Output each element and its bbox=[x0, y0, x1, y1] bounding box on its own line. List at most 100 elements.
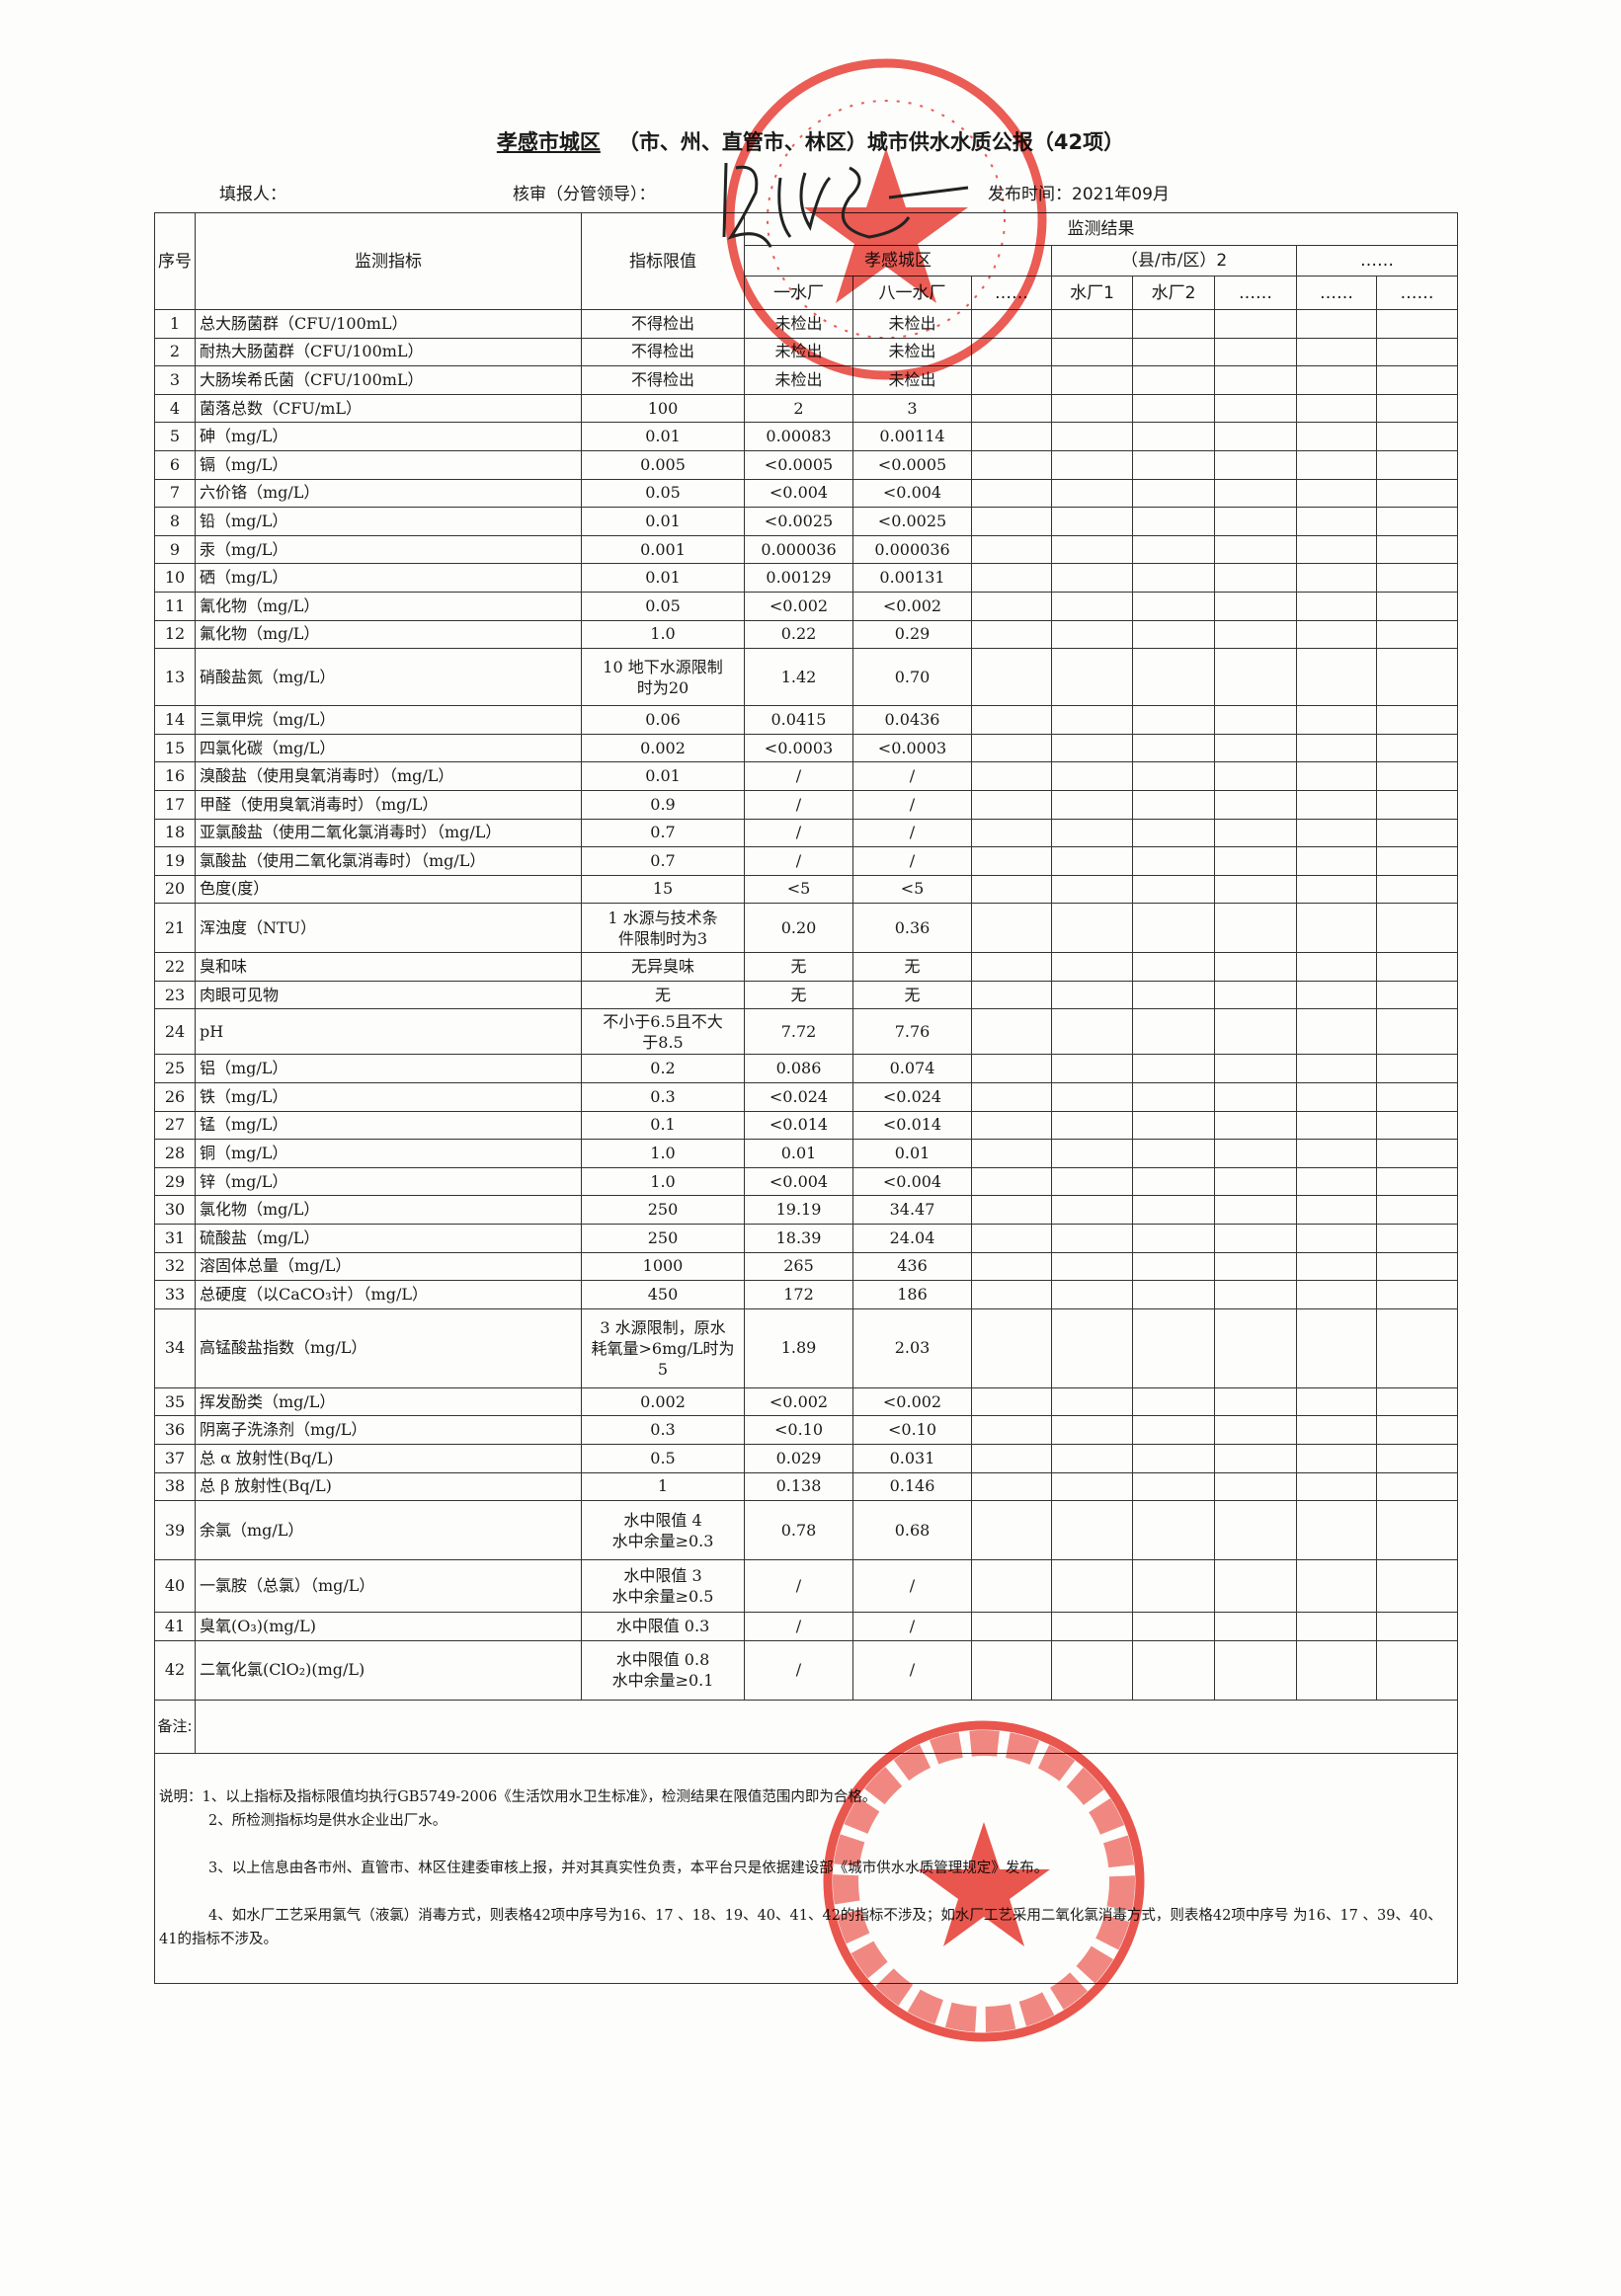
row-result-empty bbox=[1132, 952, 1215, 982]
row-result-plant1: 18.39 bbox=[744, 1224, 853, 1253]
table-row: 17 甲醛（使用臭氧消毒时）（mg/L） 0.9// bbox=[154, 789, 1458, 820]
row-result-plant1: 0.138 bbox=[744, 1471, 853, 1502]
row-limit: 450 bbox=[581, 1280, 745, 1309]
row-result-empty bbox=[1296, 1471, 1377, 1502]
row-result-empty bbox=[1376, 563, 1458, 593]
table-row: 22 臭和味 无异臭味无无 bbox=[154, 952, 1458, 982]
row-no: 40 bbox=[154, 1559, 196, 1614]
header-plant: 八一水厂 bbox=[852, 276, 972, 310]
row-result-empty bbox=[1376, 1110, 1458, 1141]
row-result-plant2: 0.031 bbox=[852, 1444, 972, 1473]
row-result-plant1: 1.42 bbox=[744, 648, 853, 707]
row-result-plant1: 0.00083 bbox=[744, 422, 853, 451]
row-result-empty bbox=[1376, 1008, 1458, 1056]
row-result-empty bbox=[1051, 1224, 1133, 1253]
row-result-plant1: 2 bbox=[744, 393, 853, 424]
row-result-empty bbox=[1051, 952, 1133, 982]
row-no: 1 bbox=[154, 309, 196, 339]
row-result-empty bbox=[1051, 648, 1133, 707]
row-no: 12 bbox=[154, 619, 196, 650]
header-plant: …… bbox=[1214, 276, 1297, 310]
row-result-empty bbox=[1376, 1471, 1458, 1502]
row-limit: 3 水源限制，原水 耗氧量>6mg/L时为 5 bbox=[581, 1307, 745, 1388]
row-limit: 0.05 bbox=[581, 591, 745, 621]
row-result-plant2: 186 bbox=[852, 1280, 972, 1309]
row-result-plant1: / bbox=[744, 1559, 853, 1614]
row-result-empty bbox=[1132, 1224, 1215, 1253]
notes: 说明：1、以上指标及指标限值均执行GB5749-2006《生活饮用水卫生标准》，… bbox=[154, 1752, 1458, 1984]
row-indicator: pH bbox=[195, 1008, 582, 1056]
table-row: 33 总硬度（以CaCO₃计）（mg/L） 450 172 186 bbox=[154, 1280, 1458, 1309]
row-result-empty bbox=[1376, 648, 1458, 707]
row-result-empty bbox=[1214, 1166, 1297, 1197]
row-no: 27 bbox=[154, 1110, 196, 1141]
row-result-empty bbox=[1051, 534, 1133, 565]
row-result-empty bbox=[1132, 619, 1215, 650]
row-result-empty bbox=[1214, 761, 1297, 791]
publish-date: 发布时间：2021年09月 bbox=[988, 185, 1170, 204]
row-indicator: 总 α 放射性(Bq/L) bbox=[195, 1444, 582, 1473]
row-result-empty bbox=[1296, 1444, 1377, 1473]
row-indicator: 余氯（mg/L） bbox=[195, 1500, 582, 1561]
row-indicator: 大肠埃希氏菌（CFU/100mL） bbox=[195, 365, 582, 395]
row-indicator: 耐热大肠菌群（CFU/100mL） bbox=[195, 337, 582, 367]
row-result-empty bbox=[1214, 818, 1297, 848]
row-result-plant1: 未检出 bbox=[744, 365, 853, 395]
row-result-empty bbox=[1132, 903, 1215, 954]
row-result-empty bbox=[971, 563, 1052, 593]
row-result-empty bbox=[1132, 1166, 1215, 1197]
row-result-empty bbox=[1132, 846, 1215, 876]
row-no: 25 bbox=[154, 1054, 196, 1084]
row-result-empty bbox=[1376, 1500, 1458, 1561]
row-result-plant1: <0.002 bbox=[744, 591, 853, 621]
row-result-empty bbox=[1132, 591, 1215, 621]
row-result-empty bbox=[1214, 1639, 1297, 1701]
row-result-empty bbox=[1376, 789, 1458, 820]
row-result-empty bbox=[1051, 365, 1133, 395]
row-indicator: 硫酸盐（mg/L） bbox=[195, 1224, 582, 1253]
row-limit: 0.9 bbox=[581, 789, 745, 820]
row-no: 37 bbox=[154, 1444, 196, 1473]
row-result-plant2: 0.36 bbox=[852, 903, 972, 954]
row-result-empty bbox=[1051, 1639, 1133, 1701]
row-result-empty bbox=[1214, 563, 1297, 593]
row-indicator: 肉眼可见物 bbox=[195, 980, 582, 1010]
row-result-empty bbox=[1376, 534, 1458, 565]
row-result-empty bbox=[1296, 733, 1377, 763]
row-result-empty bbox=[971, 1251, 1052, 1282]
reviewer-label: 核审（分管领导）： bbox=[513, 185, 656, 204]
row-result-plant2: 7.76 bbox=[852, 1008, 972, 1056]
row-result-plant1: 无 bbox=[744, 980, 853, 1010]
row-result-empty bbox=[1051, 1082, 1133, 1112]
row-result-empty bbox=[1051, 733, 1133, 763]
row-result-empty bbox=[1132, 1444, 1215, 1473]
row-result-empty bbox=[1296, 1166, 1377, 1197]
row-result-empty bbox=[1132, 1110, 1215, 1141]
row-result-empty bbox=[971, 903, 1052, 954]
row-result-plant1: 0.0415 bbox=[744, 705, 853, 735]
row-result-empty bbox=[1214, 1195, 1297, 1226]
table-row: 30 氯化物（mg/L） 250 19.19 34.47 bbox=[154, 1195, 1458, 1226]
row-limit: 0.01 bbox=[581, 507, 745, 536]
row-result-plant2: / bbox=[852, 846, 972, 876]
row-result-empty bbox=[1376, 1139, 1458, 1168]
row-result-empty bbox=[1132, 1139, 1215, 1168]
row-no: 22 bbox=[154, 952, 196, 982]
header-plant: 一水厂 bbox=[744, 276, 853, 310]
row-result-empty bbox=[1376, 591, 1458, 621]
table-row: 37 总 α 放射性(Bq/L) 0.5 0.029 0.031 bbox=[154, 1444, 1458, 1473]
row-result-plant2: / bbox=[852, 1639, 972, 1701]
row-result-empty bbox=[1376, 1307, 1458, 1388]
row-limit: 0.7 bbox=[581, 846, 745, 876]
row-result-empty bbox=[1051, 1139, 1133, 1168]
row-result-empty bbox=[1214, 534, 1297, 565]
row-no: 31 bbox=[154, 1224, 196, 1253]
table-row: 20 色度(度） 15 <5 <5 bbox=[154, 874, 1458, 905]
row-no: 4 bbox=[154, 393, 196, 424]
row-no: 30 bbox=[154, 1195, 196, 1226]
row-result-empty bbox=[1214, 619, 1297, 650]
row-no: 23 bbox=[154, 980, 196, 1010]
row-result-empty bbox=[1051, 309, 1133, 339]
row-result-empty bbox=[1132, 1471, 1215, 1502]
row-result-empty bbox=[971, 761, 1052, 791]
